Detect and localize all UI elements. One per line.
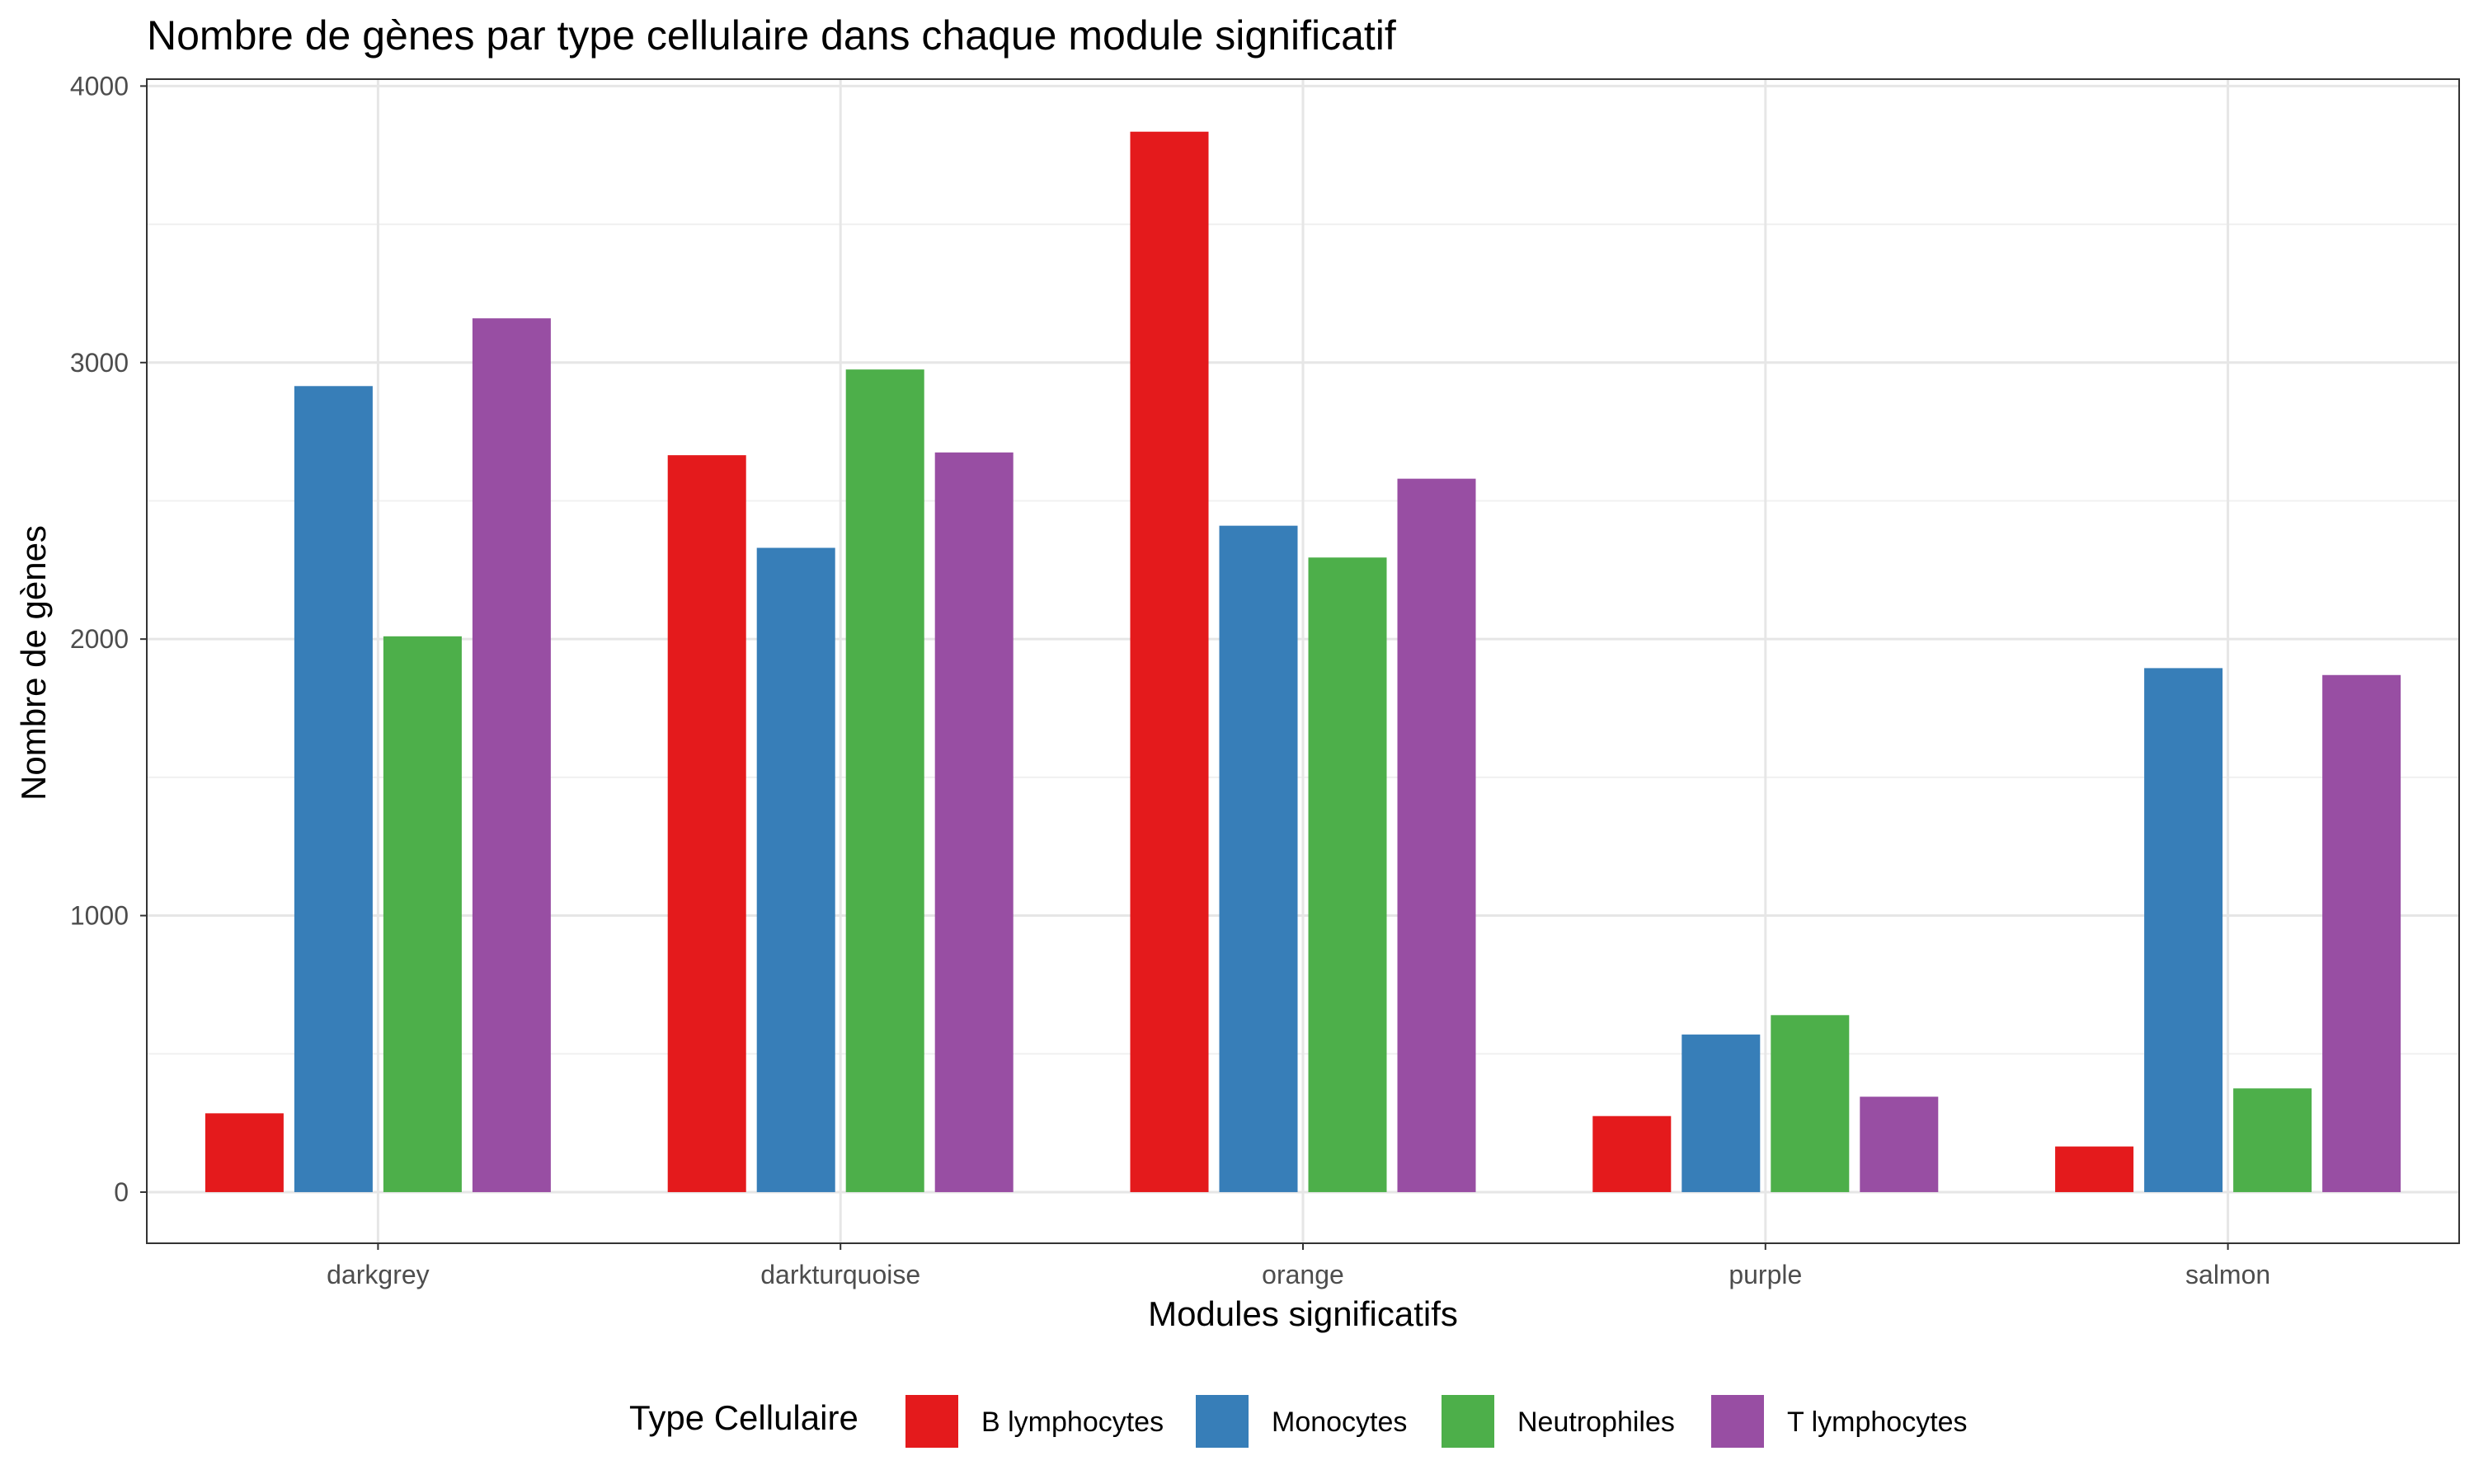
legend-label: T lymphocytes (1787, 1407, 1968, 1438)
x-tick-label: salmon (2185, 1260, 2270, 1289)
bar-salmon-monocytes (2144, 668, 2223, 1192)
bar-salmon-b-lymphocytes (2055, 1146, 2134, 1192)
legend-title: Type Cellulaire (629, 1398, 858, 1437)
legend: Type Cellulaire B lymphocytes Monocytes Ne… (629, 1395, 1968, 1448)
bar-darkgrey-t-lymphocytes (472, 318, 551, 1192)
bar-darkturquoise-neutrophiles (845, 369, 924, 1192)
x-tick-label: darkgrey (327, 1260, 430, 1289)
y-tick-label: 1000 (70, 901, 129, 931)
y-tick-label: 3000 (70, 348, 129, 378)
bar-orange-monocytes (1219, 525, 1298, 1192)
y-tick-label: 4000 (70, 71, 129, 101)
y-tick-label: 2000 (70, 624, 129, 654)
bar-darkgrey-neutrophiles (383, 636, 462, 1192)
bar-purple-b-lymphocytes (1592, 1115, 1672, 1192)
x-tick-label: purple (1729, 1260, 1802, 1289)
legend-swatch-neutrophiles (1442, 1395, 1494, 1448)
y-axis-title: Nombre de gènes (14, 525, 53, 801)
bar-darkturquoise-monocytes (756, 547, 835, 1192)
bar-purple-monocytes (1681, 1034, 1761, 1192)
legend-swatch-b-lymphocytes (905, 1395, 958, 1448)
bar-purple-t-lymphocytes (1860, 1097, 1939, 1192)
bar-orange-neutrophiles (1308, 557, 1387, 1192)
bar-darkturquoise-t-lymphocytes (934, 452, 1014, 1192)
legend-label: Neutrophiles (1517, 1407, 1675, 1438)
x-axis-title: Modules significatifs (1148, 1294, 1458, 1333)
x-tick-label: darkturquoise (760, 1260, 920, 1289)
bar-darkturquoise-b-lymphocytes (667, 455, 746, 1192)
bar-darkgrey-monocytes (294, 386, 373, 1192)
bar-purple-neutrophiles (1771, 1015, 1850, 1192)
legend-label: Monocytes (1272, 1407, 1407, 1438)
bar-salmon-t-lymphocytes (2322, 674, 2401, 1192)
x-axis: darkgrey darkturquoise orange purple salmon (327, 1243, 2270, 1289)
bar-orange-t-lymphocytes (1397, 478, 1476, 1192)
bar-orange-b-lymphocytes (1130, 131, 1209, 1192)
legend-swatch-monocytes (1196, 1395, 1249, 1448)
legend-swatch-t-lymphocytes (1711, 1395, 1764, 1448)
y-tick-label: 0 (114, 1177, 129, 1207)
x-tick-label: orange (1262, 1260, 1344, 1289)
chart-title: Nombre de gènes par type cellulaire dans… (147, 12, 1396, 59)
bar-darkgrey-b-lymphocytes (205, 1113, 284, 1192)
y-axis: 0 1000 2000 3000 4000 (70, 71, 147, 1207)
bar-salmon-neutrophiles (2233, 1088, 2312, 1192)
plot-area (146, 78, 2460, 1244)
bars (205, 131, 2401, 1192)
legend-label: B lymphocytes (981, 1407, 1164, 1438)
